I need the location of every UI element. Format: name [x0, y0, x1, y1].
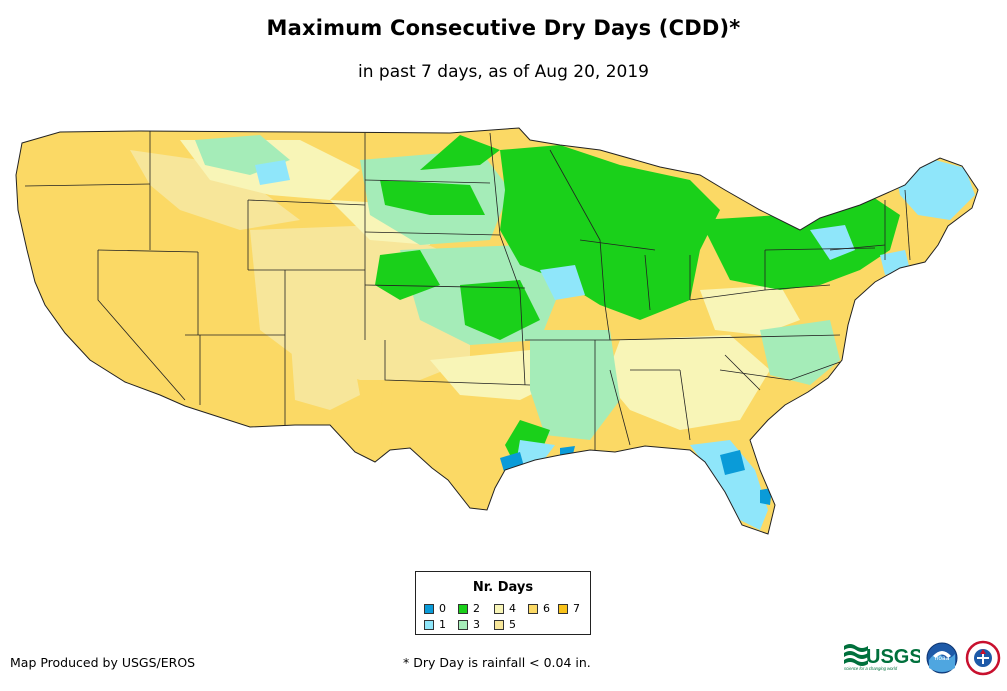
legend-swatch-0: [424, 604, 434, 614]
legend-swatch-6: [528, 604, 538, 614]
legend-item-1: 1: [424, 619, 446, 631]
legend-item-5: 5: [494, 619, 516, 631]
noaa-logo: noaa: [926, 642, 958, 674]
legend-label-7: 7: [573, 602, 580, 615]
usgs-logo-text: USGS: [866, 646, 920, 668]
cdd-region-2-days: [700, 195, 900, 290]
cdd-region-6-days: [380, 380, 540, 500]
legend-swatch-2: [458, 604, 468, 614]
cdd-region-2-days: [375, 250, 440, 300]
cdd-region-1-days: [895, 160, 975, 220]
cdd-region-5-days: [290, 330, 360, 410]
cdd-region-3-days: [530, 330, 620, 440]
cdd-regions: [16, 128, 978, 534]
legend-label-4: 4: [509, 602, 516, 615]
legend-label-2: 2: [473, 602, 480, 615]
cdd-region-0-days: [720, 450, 745, 475]
legend-swatch-5: [494, 620, 504, 630]
legend-item-6: 6: [528, 603, 550, 615]
dry-day-footnote: * Dry Day is rainfall < 0.04 in.: [403, 655, 591, 670]
legend-item-0: 0: [424, 603, 446, 615]
cdd-region-1-days: [810, 225, 855, 260]
legend-title: Nr. Days: [472, 580, 534, 595]
legend: Nr. Days 0 1 2 3 4 5 6 7: [415, 571, 591, 635]
cdd-region-2-days: [420, 135, 500, 170]
legend-label-3: 3: [473, 618, 480, 631]
usgs-tagline: science for a changing world: [844, 666, 898, 671]
state-borders: [15, 127, 979, 535]
legend-item-4: 4: [494, 603, 516, 615]
legend-label-6: 6: [543, 602, 550, 615]
cdd-region-4-days: [430, 350, 560, 400]
map-subtitle: in past 7 days, as of Aug 20, 2019: [358, 62, 649, 82]
legend-label-1: 1: [439, 618, 446, 631]
nws-logo: [965, 640, 1001, 676]
legend-swatch-4: [494, 604, 504, 614]
cdd-region-5-days: [130, 150, 300, 230]
legend-item-2: 2: [458, 603, 480, 615]
cdd-region-4-days: [700, 285, 800, 335]
legend-label-0: 0: [439, 602, 446, 615]
legend-swatch-1: [424, 620, 434, 630]
cdd-region-1-days: [540, 265, 585, 300]
legend-label-5: 5: [509, 618, 516, 631]
cdd-region-1-days: [690, 440, 768, 530]
legend-item-7: 7: [558, 603, 580, 615]
noaa-logo-text: noaa: [935, 655, 950, 662]
cdd-region-0-days: [760, 488, 772, 505]
legend-swatch-7: [558, 604, 568, 614]
cdd-region-1-days: [515, 440, 555, 470]
cdd-region-2-days: [380, 180, 485, 215]
map-title: Maximum Consecutive Dry Days (CDD)*: [266, 16, 741, 40]
legend-item-3: 3: [458, 619, 480, 631]
cdd-region-1-days: [255, 160, 290, 185]
usgs-logo: USGS science for a changing world: [844, 644, 920, 671]
cdd-region-0-days: [560, 446, 575, 458]
us-cdd-map: [15, 127, 979, 535]
legend-swatch-3: [458, 620, 468, 630]
producer-credit: Map Produced by USGS/EROS: [10, 655, 196, 670]
